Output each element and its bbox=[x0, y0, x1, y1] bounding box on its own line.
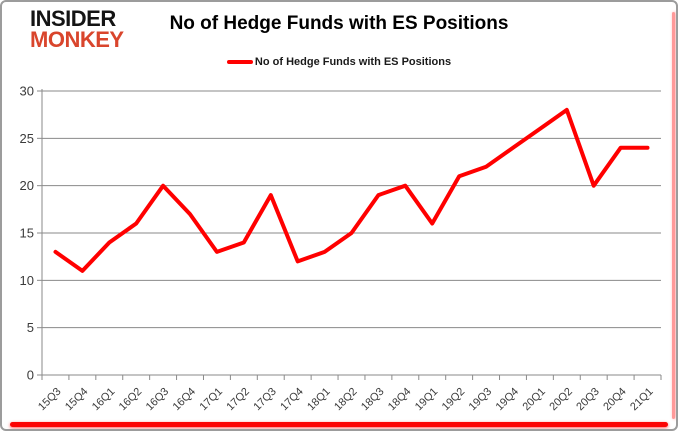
x-tick-label: 16Q2 bbox=[117, 386, 145, 414]
x-tick-label: 18Q2 bbox=[332, 386, 360, 414]
x-tick-label: 18Q4 bbox=[386, 386, 414, 414]
y-tick-label: 0 bbox=[27, 368, 34, 383]
x-tick-label: 16Q4 bbox=[171, 386, 199, 414]
x-tick-label: 15Q3 bbox=[36, 386, 64, 414]
x-tick-label: 20Q3 bbox=[574, 386, 602, 414]
x-tick-label: 21Q1 bbox=[628, 386, 656, 414]
y-tick-label: 20 bbox=[20, 178, 34, 193]
x-tick-label: 20Q4 bbox=[601, 386, 629, 414]
x-tick-label: 20Q1 bbox=[520, 386, 548, 414]
x-tick-label: 19Q2 bbox=[440, 386, 468, 414]
x-tick-label: 17Q2 bbox=[224, 386, 252, 414]
logo-monkey-text: MONKEY bbox=[30, 26, 124, 52]
y-tick-label: 30 bbox=[20, 84, 34, 99]
frame-red-shadow-right bbox=[672, 12, 675, 419]
logo-insider-text: INSIDER bbox=[30, 6, 116, 31]
series-line bbox=[53, 107, 650, 273]
x-tick-label: 16Q3 bbox=[144, 386, 172, 414]
x-tick-label: 19Q3 bbox=[467, 386, 495, 414]
x-tick-label: 18Q1 bbox=[305, 386, 333, 414]
x-tick-label: 16Q1 bbox=[90, 386, 118, 414]
y-tick-label: 25 bbox=[20, 131, 34, 146]
x-tick-label: 15Q4 bbox=[63, 386, 91, 414]
y-tick-label: 15 bbox=[20, 226, 34, 241]
chart-title: No of Hedge Funds with ES Positions bbox=[169, 13, 509, 34]
x-tick-label: 17Q4 bbox=[278, 386, 306, 414]
legend-label: No of Hedge Funds with ES Positions bbox=[254, 56, 452, 68]
y-tick-label: 5 bbox=[27, 320, 34, 335]
insider-monkey-logo: INSIDER MONKEY bbox=[30, 6, 124, 52]
x-tick-label: 17Q3 bbox=[251, 386, 279, 414]
legend: No of Hedge Funds with ES Positions bbox=[2, 56, 676, 68]
frame-red-shadow-bottom bbox=[10, 422, 668, 427]
x-tick-label: 18Q3 bbox=[359, 386, 387, 414]
y-tick-label: 10 bbox=[20, 273, 34, 288]
x-tick-label: 17Q1 bbox=[198, 386, 226, 414]
axes bbox=[41, 89, 662, 380]
x-tick-label: 19Q1 bbox=[413, 386, 441, 414]
axis-labels: 0 5 10 15 20 25 30 15Q3 15Q4 16Q1 16Q2 16Q3 16Q4 17Q1… bbox=[20, 84, 656, 414]
x-tick-label: 19Q4 bbox=[494, 386, 522, 414]
legend-line-swatch bbox=[226, 60, 253, 64]
x-tick-label: 20Q2 bbox=[547, 386, 575, 414]
